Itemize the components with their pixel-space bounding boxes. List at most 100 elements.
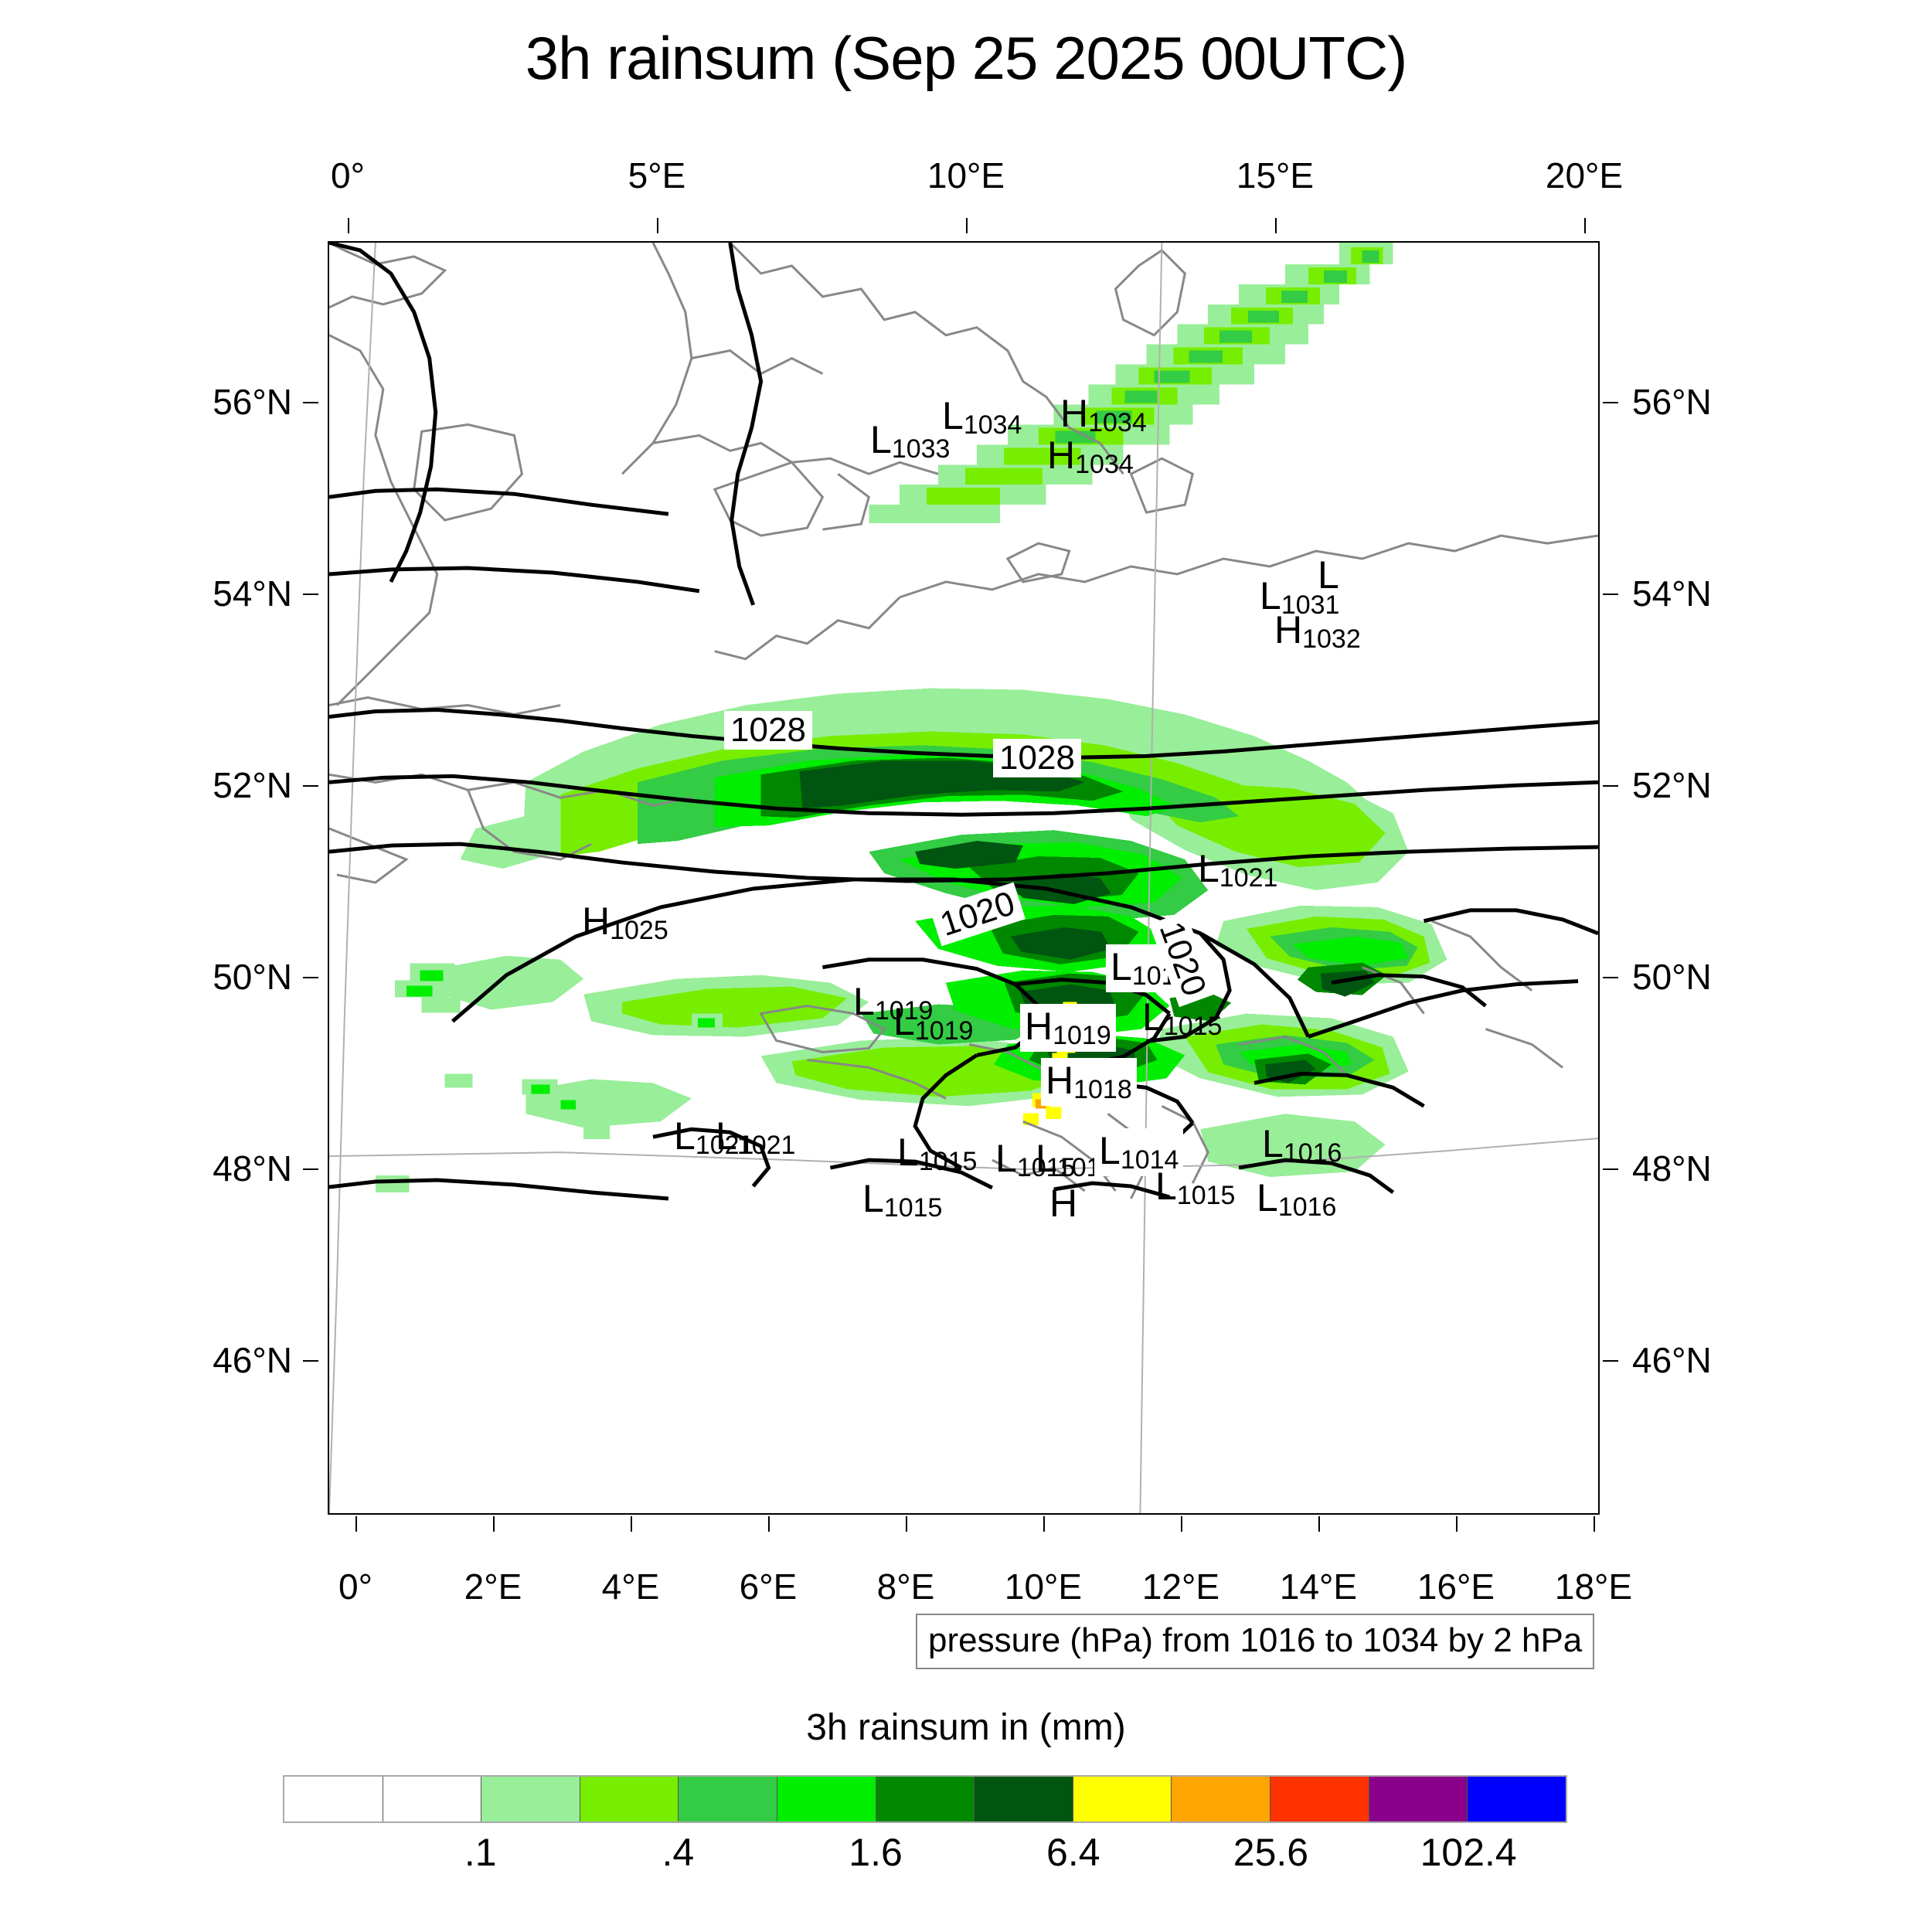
isobar-layer xyxy=(329,243,1598,1201)
marker-value: 1034 xyxy=(1075,450,1134,479)
marker-value: 1015 xyxy=(1016,1153,1076,1182)
axis-tick xyxy=(1318,1516,1320,1532)
axis-label-52N: 52°N xyxy=(1632,765,1712,805)
pressure-marker-l-1033-0: L1033 xyxy=(870,420,950,462)
axis-label-50N: 50°N xyxy=(1632,957,1712,997)
colorbar-tick-6.4: 6.4 xyxy=(1046,1831,1100,1874)
pressure-marker-l-1034-1: L1034 xyxy=(942,396,1022,438)
axis-tick xyxy=(1275,218,1277,233)
axis-tick xyxy=(1181,1516,1182,1532)
pressure-marker-l-1015-22: L1015 xyxy=(1155,1167,1235,1209)
marker-value: 1016 xyxy=(1283,1138,1342,1168)
axis-tick xyxy=(1456,1516,1458,1532)
pressure-marker-h-1034-3: H1034 xyxy=(1047,436,1134,478)
axis-label-48N: 48°N xyxy=(213,1148,292,1189)
colorbar-cell-1 xyxy=(383,1777,482,1821)
marker-value: 1015 xyxy=(883,1193,943,1223)
colorbar[interactable] xyxy=(283,1775,1567,1823)
marker-symbol: L xyxy=(1198,847,1219,890)
colorbar-title: 3h rainsum in (mm) xyxy=(806,1707,1126,1748)
marker-symbol: L xyxy=(1142,995,1164,1039)
marker-symbol: L xyxy=(995,1137,1017,1180)
colorbar-tick-25.6: 25.6 xyxy=(1233,1831,1309,1874)
axis-tick xyxy=(303,977,318,978)
map-plot-area: L1033 L1034 H1034 H1034 L L1031 H1032 H1025 L102… xyxy=(328,241,1600,1515)
pressure-legend: pressure (hPa) from 1016 to 1034 by 2 hP… xyxy=(916,1614,1595,1669)
marker-value: 1032 xyxy=(1302,624,1361,654)
colorbar-tick-102.4: 102.4 xyxy=(1420,1831,1517,1874)
map-canvas xyxy=(329,243,1598,1513)
contour-label-1028-1: 1028 xyxy=(993,739,1081,777)
marker-symbol: H xyxy=(1049,1182,1078,1225)
pressure-marker-l-1015-17: L1015 xyxy=(897,1133,977,1175)
axis-label-5E: 5°E xyxy=(628,155,686,196)
pressure-marker-l-1015-24: L1015 xyxy=(862,1179,942,1221)
pressure-marker-l-1021-15: L1021 xyxy=(674,1117,753,1158)
pressure-marker-h-1032-6: H1032 xyxy=(1274,611,1361,652)
marker-symbol: H xyxy=(1047,434,1076,477)
marker-value: 1031 xyxy=(1281,590,1340,620)
axis-label-54N: 54°N xyxy=(1632,573,1712,614)
axis-label-54N: 54°N xyxy=(213,573,292,614)
axis-label-16E: 16°E xyxy=(1417,1566,1495,1607)
pressure-marker-l-1021-8: L1021 xyxy=(1198,849,1277,891)
marker-symbol: L xyxy=(1262,1122,1284,1165)
marker-symbol: L xyxy=(862,1177,884,1220)
marker-symbol: L xyxy=(716,1114,737,1158)
axis-tick xyxy=(1603,977,1618,978)
marker-value: 1015 xyxy=(1163,1012,1223,1041)
marker-value: 1014 xyxy=(1120,1145,1179,1175)
pressure-marker-l-1015-13: L1015 xyxy=(1142,998,1222,1039)
colorbar-cell-5 xyxy=(777,1777,876,1821)
marker-symbol: H xyxy=(1274,608,1303,651)
colorbar-cell-10 xyxy=(1270,1777,1369,1821)
marker-symbol: L xyxy=(1036,1137,1057,1180)
axis-label-52N: 52°N xyxy=(213,765,292,805)
marker-symbol: H xyxy=(1060,392,1089,435)
marker-value: 1034 xyxy=(1088,408,1147,437)
marker-symbol: L xyxy=(1257,1176,1278,1219)
pressure-marker-l-1016-23: L1016 xyxy=(1257,1179,1336,1220)
marker-value: 1021 xyxy=(736,1131,796,1160)
pressure-marker-h-1034-2: H1034 xyxy=(1060,394,1147,436)
axis-tick xyxy=(1584,218,1586,233)
marker-symbol: L xyxy=(897,1131,919,1174)
axis-label-15E: 15°E xyxy=(1236,155,1315,196)
colorbar-cell-9 xyxy=(1172,1777,1271,1821)
axis-label-20E: 20°E xyxy=(1545,155,1624,196)
axis-label-0: 0° xyxy=(338,1566,372,1607)
axis-tick xyxy=(348,218,349,233)
axis-tick xyxy=(966,218,968,233)
marker-value: 1021 xyxy=(1219,863,1278,893)
axis-tick xyxy=(303,594,318,595)
axis-tick xyxy=(1043,1516,1045,1532)
marker-symbol: H xyxy=(582,900,611,943)
marker-value: 1033 xyxy=(891,434,951,464)
marker-value: 1015 xyxy=(1176,1181,1236,1210)
colorbar-cell-11 xyxy=(1369,1777,1468,1821)
axis-tick xyxy=(906,1516,907,1532)
marker-symbol: L xyxy=(1318,553,1339,597)
colorbar-cell-7 xyxy=(975,1777,1073,1821)
axis-label-56N: 56°N xyxy=(213,382,292,422)
axis-label-4E: 4°E xyxy=(601,1566,660,1607)
marker-symbol: L xyxy=(853,980,875,1023)
axis-tick xyxy=(631,1516,632,1532)
axis-label-56N: 56°N xyxy=(1632,382,1712,422)
pressure-marker-l-1021-16: L1021 xyxy=(716,1117,795,1158)
marker-symbol: L xyxy=(1155,1165,1177,1208)
axis-tick xyxy=(1603,1168,1618,1170)
marker-symbol: L xyxy=(1260,574,1281,617)
marker-value: 1021 xyxy=(695,1131,754,1160)
marker-value: 1019 xyxy=(1053,1021,1111,1050)
marker-symbol: H xyxy=(1025,1005,1053,1048)
marker-value: 1016 xyxy=(1277,1192,1337,1222)
marker-value: 1019 xyxy=(914,1016,974,1046)
marker-value: 1019 xyxy=(874,996,934,1026)
pressure-marker-l-1019-10: L1019 xyxy=(893,1002,973,1044)
pressure-marker-l-4: L xyxy=(1318,556,1339,597)
axis-tick xyxy=(1603,1360,1618,1362)
pressure-marker-h-1025-7: H1025 xyxy=(582,902,668,944)
colorbar-cell-2 xyxy=(481,1777,580,1821)
marker-symbol: L xyxy=(1099,1129,1121,1172)
